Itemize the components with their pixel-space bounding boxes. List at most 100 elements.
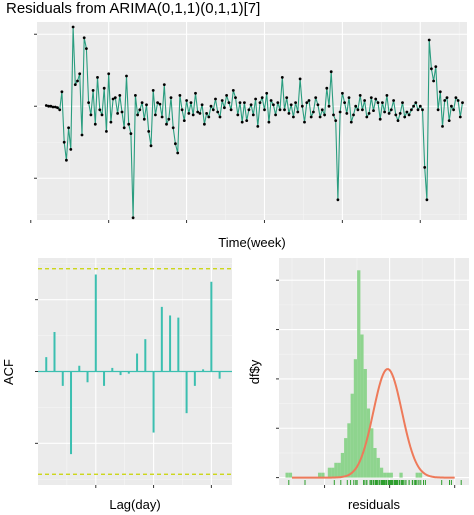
histogram-bar <box>360 334 364 478</box>
histogram-plot-background <box>279 258 469 485</box>
residual-point <box>120 110 124 114</box>
residual-point <box>73 83 77 86</box>
residual-point <box>207 115 211 119</box>
residual-point <box>461 101 464 104</box>
residual-point <box>256 125 260 128</box>
histogram-bar <box>363 369 367 478</box>
residual-point <box>292 115 295 119</box>
residual-point <box>323 113 326 117</box>
residual-point <box>105 130 108 133</box>
residual-point <box>345 112 349 115</box>
residual-point <box>247 108 251 112</box>
residual-point <box>85 47 88 50</box>
acf-panel: Lag(day) ACF <box>1 258 232 512</box>
residual-point <box>276 101 280 104</box>
histogram-y-ticks <box>276 279 279 479</box>
residual-point <box>125 74 128 78</box>
residual-point <box>229 108 233 112</box>
residual-point <box>300 104 304 108</box>
residuals-y-ticks <box>34 33 37 179</box>
residuals-plot-background <box>37 22 467 220</box>
histogram-bar <box>357 270 361 478</box>
residual-point <box>211 108 215 112</box>
residual-point <box>407 113 411 117</box>
residual-point <box>394 113 398 117</box>
residuals-series <box>46 26 464 218</box>
residual-point <box>338 110 342 114</box>
residual-point <box>458 115 462 119</box>
histogram-bar <box>331 467 335 478</box>
residual-point <box>158 102 162 106</box>
residual-point <box>369 96 373 99</box>
residuals-points <box>44 25 464 220</box>
residual-point <box>122 126 126 130</box>
residual-point <box>189 101 193 104</box>
residual-point <box>320 108 324 112</box>
residual-point <box>372 109 375 112</box>
residual-point <box>427 38 431 42</box>
residual-point <box>49 104 53 108</box>
residual-point <box>423 166 427 169</box>
residual-point <box>145 103 148 107</box>
residual-point <box>227 101 231 104</box>
residual-point <box>165 122 168 126</box>
residuals-gridlines <box>30 22 467 220</box>
residual-point <box>349 120 353 124</box>
residual-point <box>378 117 382 121</box>
residual-point <box>109 120 113 124</box>
residual-point <box>283 108 286 112</box>
residual-point <box>278 108 282 112</box>
histogram-bar <box>327 467 332 478</box>
residual-point <box>216 110 220 114</box>
residual-point <box>418 104 422 108</box>
residual-point <box>225 94 229 97</box>
residual-point <box>240 120 244 124</box>
residual-point <box>53 105 57 109</box>
residual-point <box>398 112 402 115</box>
residual-point <box>113 96 117 99</box>
histogram-x-ticks <box>324 485 456 488</box>
residual-point <box>414 101 418 104</box>
density-line <box>292 368 455 479</box>
residual-point <box>236 113 240 117</box>
histogram-bar <box>347 423 351 478</box>
residual-point <box>209 104 213 108</box>
residual-point <box>347 96 351 99</box>
residual-point <box>96 76 99 79</box>
residual-point <box>249 103 253 107</box>
residual-point <box>298 77 302 81</box>
residual-point <box>71 25 75 29</box>
residual-point <box>142 117 146 121</box>
residual-point <box>258 101 262 104</box>
histogram-bar <box>415 472 419 478</box>
residual-point <box>441 125 444 128</box>
residual-point <box>307 99 311 102</box>
histogram-bar <box>370 428 374 478</box>
residual-point <box>138 108 142 112</box>
residual-point <box>296 110 300 114</box>
histogram-bar <box>353 359 358 478</box>
histogram-bar <box>376 457 380 478</box>
residual-point <box>447 119 451 122</box>
residual-point <box>367 112 371 115</box>
residual-point <box>389 108 393 112</box>
residual-point <box>194 91 197 95</box>
residual-point <box>82 36 86 40</box>
residual-point <box>169 96 173 99</box>
residual-point <box>343 101 346 104</box>
acf-x-axis-label: Lag(day) <box>109 497 160 512</box>
histogram-bar <box>379 467 384 478</box>
residual-point <box>356 108 360 112</box>
residual-point <box>116 112 119 115</box>
residual-point <box>396 119 400 122</box>
residual-point <box>354 104 358 108</box>
residual-point <box>176 151 180 155</box>
residual-point <box>352 113 355 117</box>
residual-point <box>358 94 362 97</box>
residual-point <box>401 101 404 104</box>
residual-point <box>456 99 460 102</box>
residual-point <box>334 119 338 122</box>
residual-point <box>341 91 344 95</box>
residual-point <box>198 112 202 115</box>
residual-point <box>438 90 442 94</box>
